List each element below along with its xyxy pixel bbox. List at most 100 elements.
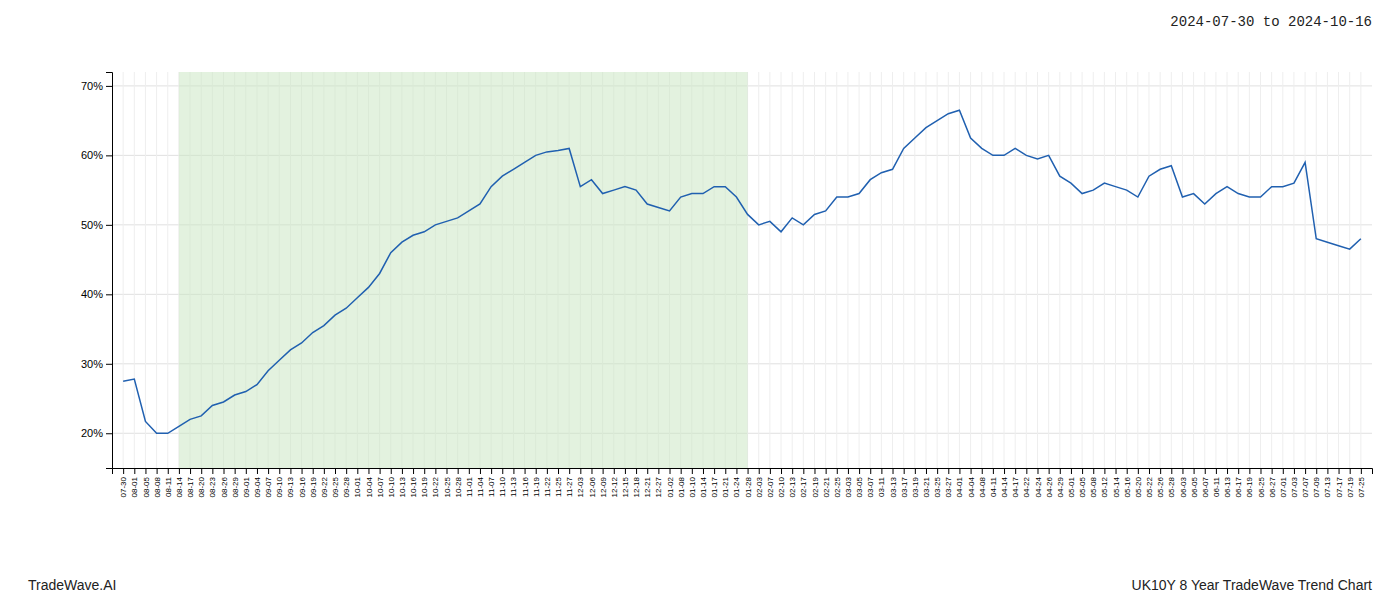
- x-tick: 04-26: [1045, 468, 1054, 497]
- x-tick-label: 08-29: [231, 476, 240, 497]
- grid-line-x: [814, 72, 815, 468]
- x-tick: 05-12: [1100, 468, 1109, 497]
- x-tick: 05-05: [1078, 468, 1087, 497]
- x-tick-mark: [246, 468, 247, 474]
- x-tick: 09-13: [286, 468, 295, 497]
- x-tick-mark: [335, 468, 336, 474]
- x-tick-label: 09-25: [331, 476, 340, 497]
- x-tick-label: 04-08: [978, 476, 987, 497]
- x-tick-label: 12-12: [610, 476, 619, 497]
- x-tick: 10-19: [420, 468, 429, 497]
- x-tick: 05-26: [1156, 468, 1165, 497]
- x-tick-mark: [636, 468, 637, 474]
- x-tick: 09-10: [275, 468, 284, 497]
- grid-line-x: [914, 72, 915, 468]
- grid-line-x: [1148, 72, 1149, 468]
- x-tick-mark: [324, 468, 325, 474]
- x-tick-mark: [837, 468, 838, 474]
- x-tick-label: 02-10: [777, 476, 786, 497]
- x-tick: 05-14: [1112, 468, 1121, 497]
- grid-line-x: [1070, 72, 1071, 468]
- x-axis-line: [113, 469, 1373, 475]
- x-tick-label: 12-06: [588, 476, 597, 497]
- x-tick-mark: [893, 468, 894, 474]
- x-tick-label: 04-29: [1056, 476, 1065, 497]
- x-tick-mark: [380, 468, 381, 474]
- x-tick-label: 04-26: [1045, 476, 1054, 497]
- chart: 20%30%40%50%60%70%07-3008-0108-0508-0808…: [0, 0, 1400, 600]
- x-tick-label: 03-21: [922, 476, 931, 497]
- x-tick-label: 10-28: [454, 476, 463, 497]
- x-tick-mark: [1316, 468, 1317, 474]
- x-tick: 01-02: [666, 468, 675, 497]
- x-tick-label: 11-22: [543, 476, 552, 496]
- grid-line-x: [1316, 72, 1317, 468]
- x-tick-label: 09-10: [275, 476, 284, 497]
- x-tick-mark: [670, 468, 671, 474]
- grid-line-x: [1238, 72, 1239, 468]
- x-tick-mark: [1037, 468, 1038, 474]
- x-tick-mark: [904, 468, 905, 474]
- x-tick-mark: [1104, 468, 1105, 474]
- grid-line-x: [1160, 72, 1161, 468]
- grid-line-x: [937, 72, 938, 468]
- x-tick-label: 03-25: [933, 476, 942, 497]
- x-tick: 12-21: [643, 468, 652, 497]
- x-tick-label: 12-09: [599, 476, 608, 497]
- x-tick-label: 02-03: [755, 476, 764, 497]
- x-tick: 06-25: [1257, 468, 1266, 497]
- x-tick: 03-13: [889, 468, 898, 497]
- grid-line-x: [1104, 72, 1105, 468]
- x-tick-mark: [123, 468, 124, 474]
- x-tick-mark: [157, 468, 158, 474]
- x-tick-mark: [402, 468, 403, 474]
- x-axis: 07-3008-0108-0508-0808-1108-1408-1708-20…: [113, 468, 1373, 497]
- x-tick-mark: [703, 468, 704, 474]
- grid-line-x: [1215, 72, 1216, 468]
- x-tick-label: 07-07: [1301, 476, 1310, 497]
- x-tick-label: 04-01: [955, 476, 964, 497]
- y-tick: 70%: [81, 80, 112, 92]
- x-tick: 07-25: [1357, 468, 1366, 497]
- x-tick: 11-19: [532, 468, 541, 497]
- x-tick-label: 01-14: [699, 476, 708, 497]
- x-tick-label: 06-27: [1268, 476, 1277, 497]
- x-tick-mark: [826, 468, 827, 474]
- x-tick: 07-01: [1279, 468, 1288, 497]
- x-tick: 01-17: [710, 468, 719, 497]
- x-tick-mark: [1283, 468, 1284, 474]
- x-tick: 07-30: [119, 468, 128, 497]
- x-tick-label: 05-16: [1123, 476, 1132, 497]
- x-tick-label: 10-19: [420, 476, 429, 497]
- x-tick-label: 08-01: [130, 476, 139, 497]
- x-tick-label: 06-17: [1234, 476, 1243, 497]
- x-tick: 01-28: [744, 468, 753, 497]
- x-tick: 03-17: [900, 468, 909, 497]
- x-tick: 10-01: [353, 468, 362, 497]
- x-tick: 11-04: [476, 468, 485, 497]
- x-tick-label: 10-13: [398, 476, 407, 497]
- x-tick-mark: [413, 468, 414, 474]
- y-axis: 20%30%40%50%60%70%: [81, 73, 113, 469]
- x-tick-label: 05-01: [1067, 476, 1076, 497]
- x-tick-label: 07-03: [1290, 476, 1299, 497]
- x-tick-mark: [1149, 468, 1150, 474]
- y-tick-label: 20%: [81, 427, 103, 439]
- x-tick-mark: [212, 468, 213, 474]
- grid-line-x: [825, 72, 826, 468]
- x-tick-label: 06-11: [1212, 476, 1221, 496]
- grid-line-x: [1305, 72, 1306, 468]
- x-tick: 06-17: [1234, 468, 1243, 497]
- x-tick-mark: [469, 468, 470, 474]
- y-tick-label: 70%: [81, 80, 103, 92]
- grid-line-x: [769, 72, 770, 468]
- x-tick-mark: [1004, 468, 1005, 474]
- x-tick-label: 06-25: [1257, 476, 1266, 497]
- grid-line-x: [792, 72, 793, 468]
- x-tick-label: 02-21: [822, 476, 831, 497]
- grid-line-x: [145, 72, 146, 468]
- x-tick-mark: [302, 468, 303, 474]
- x-tick-mark: [1026, 468, 1027, 474]
- y-tick: 20%: [81, 427, 112, 439]
- x-tick-mark: [1093, 468, 1094, 474]
